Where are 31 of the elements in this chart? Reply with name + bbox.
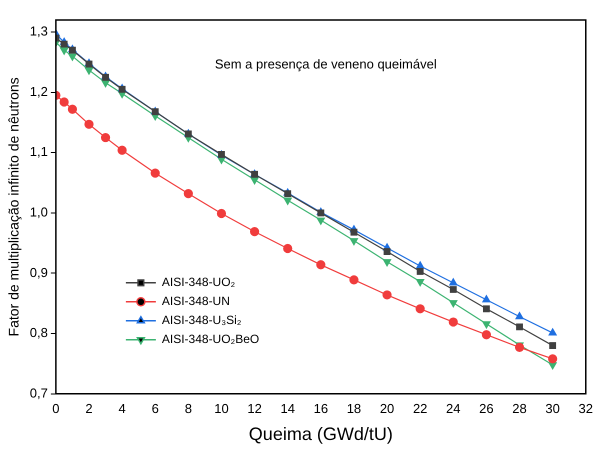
y-tick-label: 1,3	[30, 24, 48, 39]
x-tick-label: 2	[85, 401, 93, 416]
x-tick-label: 22	[412, 401, 428, 416]
legend-label: AISI-348-U₃Si₂	[162, 313, 242, 328]
x-tick-label: 0	[52, 401, 60, 416]
x-tick-label: 6	[152, 401, 159, 416]
legend-label: AISI-348-UO₂	[162, 275, 236, 290]
x-tick-label: 16	[314, 401, 328, 416]
x-tick-label: 8	[184, 401, 192, 416]
x-tick-label: 18	[346, 401, 362, 416]
annotation: Sem a presença de veneno queimável	[214, 56, 437, 72]
y-tick-label: 0,7	[30, 385, 48, 400]
x-tick-label: 10	[214, 401, 229, 416]
y-tick-label: 1,2	[30, 84, 48, 99]
x-tick-label: 30	[545, 401, 560, 416]
x-tick-label: 26	[479, 401, 494, 416]
y-axis-title: Fator de multiplicação infinito de nêutrons	[5, 77, 22, 336]
legend-label: AISI-348-UO₂BeO	[162, 332, 260, 346]
x-tick-label: 14	[280, 401, 295, 416]
y-tick-label: 0,8	[30, 325, 48, 340]
x-tick-label: 28	[512, 401, 527, 416]
y-tick-label: 0,9	[30, 264, 48, 280]
x-tick-label: 32	[578, 401, 594, 416]
x-tick-label: 4	[118, 401, 126, 416]
x-tick-label: 20	[380, 401, 394, 416]
y-tick-label: 1,1	[30, 144, 48, 160]
x-tick-label: 12	[247, 401, 262, 416]
y-tick-label: 1,0	[30, 204, 48, 220]
x-tick-label: 24	[446, 401, 461, 416]
legend-label: AISI-348-UN	[162, 294, 230, 308]
x-axis-title: Queima (GWd/tU)	[248, 424, 393, 444]
